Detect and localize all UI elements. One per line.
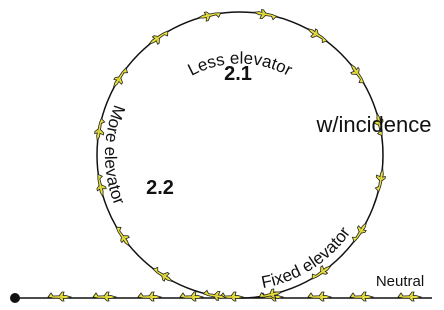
airplane [398, 292, 421, 301]
top-number: 2.1 [224, 63, 252, 85]
airplane [253, 8, 277, 21]
airplane [138, 292, 161, 301]
airplane [93, 292, 116, 301]
airplane [350, 292, 373, 301]
left-arc-label: More elevator [101, 103, 129, 208]
airplane [308, 292, 331, 301]
airplane [197, 9, 221, 23]
airplane [350, 220, 370, 244]
right-label: w/incidence [316, 112, 432, 137]
airplane [347, 62, 368, 86]
airplane [147, 28, 171, 49]
airplane [110, 66, 130, 90]
airplane [151, 265, 175, 285]
airplane [374, 168, 387, 192]
line-label: Neutral [376, 273, 424, 290]
left-number: 2.2 [146, 177, 174, 199]
airplane [48, 292, 71, 301]
airplane [180, 292, 203, 301]
left-arc-text: More elevator [101, 103, 129, 208]
airplane [305, 25, 329, 45]
diagram: Less elevator More elevator Fixed elevat… [0, 0, 444, 310]
airplane [113, 224, 134, 248]
start-dot [10, 293, 20, 303]
